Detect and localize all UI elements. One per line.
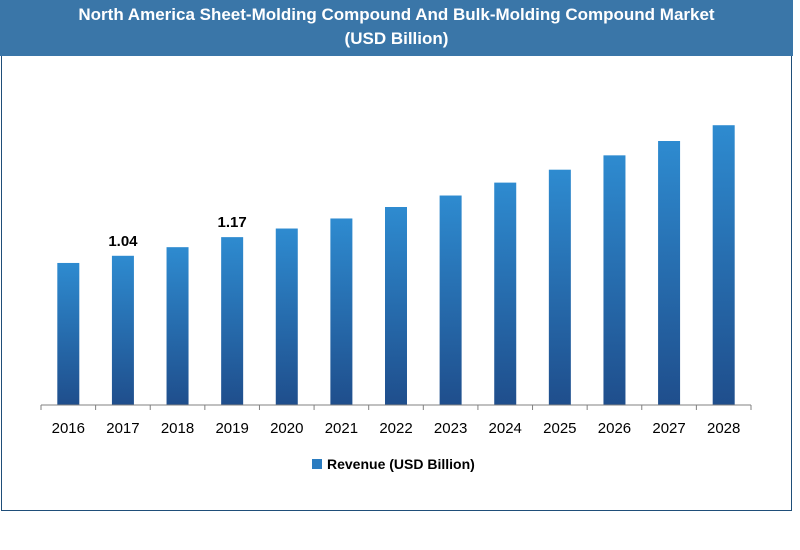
x-tick-label-2018: 2018 bbox=[161, 420, 194, 437]
bar-2018 bbox=[166, 247, 189, 405]
legend-label: Revenue (USD Billion) bbox=[327, 456, 475, 472]
bar-2020 bbox=[275, 228, 298, 405]
x-tick-label-2016: 2016 bbox=[52, 420, 85, 437]
bar-2017 bbox=[111, 255, 134, 405]
chart-title: North America Sheet-Molding Compound And… bbox=[78, 5, 715, 24]
legend: Revenue (USD Billion) bbox=[312, 456, 475, 472]
x-tick-label-2022: 2022 bbox=[379, 420, 412, 437]
bar-2016 bbox=[57, 262, 80, 405]
x-tick-label-2017: 2017 bbox=[106, 420, 139, 437]
x-tick-label-2020: 2020 bbox=[270, 420, 303, 437]
bar-2024 bbox=[494, 182, 517, 405]
bar-2019 bbox=[221, 237, 244, 405]
bar-2022 bbox=[385, 207, 407, 405]
bar-2027 bbox=[658, 141, 681, 405]
x-tick-label-2024: 2024 bbox=[489, 420, 522, 437]
bar-2021 bbox=[330, 218, 353, 405]
data-label-2019: 1.17 bbox=[218, 214, 247, 231]
x-tick-label-2023: 2023 bbox=[434, 420, 467, 437]
bar-2025 bbox=[548, 169, 571, 405]
chart-frame bbox=[1, 56, 792, 511]
bar-2028 bbox=[712, 125, 735, 405]
legend-swatch bbox=[312, 459, 322, 469]
x-tick-label-2027: 2027 bbox=[652, 420, 685, 437]
x-tick-label-2019: 2019 bbox=[215, 420, 248, 437]
x-tick-label-2026: 2026 bbox=[598, 420, 631, 437]
data-label-2017: 1.04 bbox=[108, 233, 138, 250]
x-tick-label-2025: 2025 bbox=[543, 420, 576, 437]
x-tick-label-2028: 2028 bbox=[707, 420, 740, 437]
chart-subtitle: (USD Billion) bbox=[344, 29, 449, 48]
bar-2026 bbox=[603, 155, 626, 405]
x-tick-label-2021: 2021 bbox=[325, 420, 358, 437]
chart-title-bar: North America Sheet-Molding Compound And… bbox=[0, 0, 793, 56]
bar-2023 bbox=[439, 195, 462, 405]
